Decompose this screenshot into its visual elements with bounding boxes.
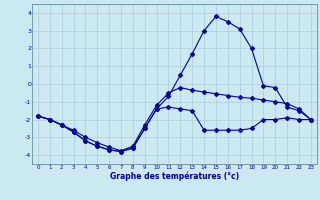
X-axis label: Graphe des températures (°c): Graphe des températures (°c)	[110, 171, 239, 181]
